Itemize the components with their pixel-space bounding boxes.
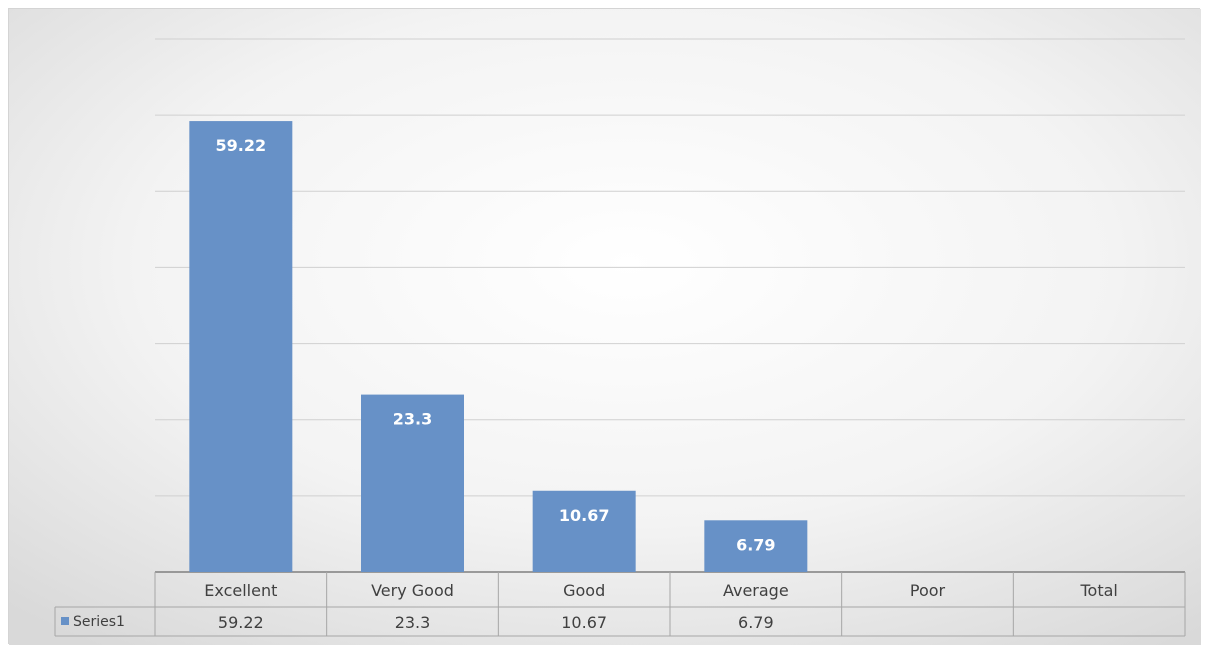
bar-value-label: 10.67 xyxy=(559,506,610,525)
data-table: Excellent Very Good Good Average Poor Total Se… xyxy=(54,572,1186,637)
category-tick-label: Poor xyxy=(910,581,946,600)
bar-value-label: 59.22 xyxy=(216,136,267,155)
category-tick-label: Very Good xyxy=(371,581,454,600)
category-tick-label: Excellent xyxy=(204,581,277,600)
bar-value-label: 23.3 xyxy=(393,410,432,429)
bar xyxy=(704,520,808,572)
category-tick-label: Average xyxy=(723,581,789,600)
bar-chart: 59.22 23.3 10.67 6.79 Excellent Very Good Goo… xyxy=(9,9,1201,645)
legend-key xyxy=(61,617,69,625)
category-tick-label: Total xyxy=(1079,581,1117,600)
bar-value-label: 6.79 xyxy=(736,535,775,554)
table-value-cell: 23.3 xyxy=(395,613,431,632)
bars: 59.22 23.3 10.67 6.79 xyxy=(189,121,808,572)
bar xyxy=(532,490,636,572)
bar xyxy=(361,394,464,572)
bar xyxy=(189,121,293,572)
category-tick-label: Good xyxy=(563,581,605,600)
table-value-cell: 6.79 xyxy=(738,613,774,632)
legend-series-label: Series1 xyxy=(73,614,125,630)
table-value-cell: 59.22 xyxy=(218,613,264,632)
table-value-cell: 10.67 xyxy=(561,613,607,632)
chart-frame: 59.22 23.3 10.67 6.79 Excellent Very Good Goo… xyxy=(8,8,1201,645)
